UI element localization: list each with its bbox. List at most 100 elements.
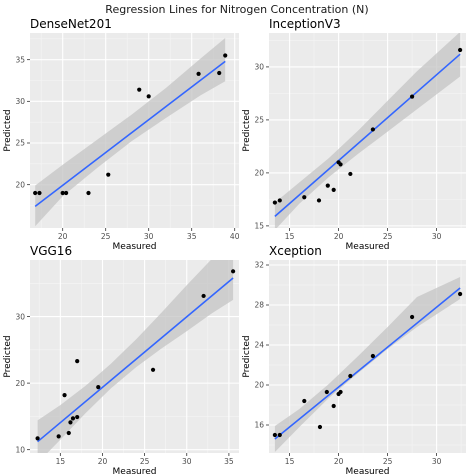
data-point bbox=[86, 190, 91, 196]
x-tick-label: 25 bbox=[383, 232, 393, 241]
x-tick-label: 30 bbox=[432, 457, 442, 466]
data-point bbox=[75, 414, 80, 420]
data-point bbox=[277, 432, 282, 438]
x-tick-label: 25 bbox=[383, 457, 393, 466]
y-tick-label: 25 bbox=[254, 116, 264, 125]
y-tick-label: 28 bbox=[254, 301, 264, 310]
data-point bbox=[370, 127, 375, 132]
data-point bbox=[137, 87, 142, 92]
x-tick-label: 25 bbox=[140, 457, 150, 466]
figure-title: Regression Lines for Nitrogen Concentrat… bbox=[105, 3, 368, 16]
x-tick-label: 25 bbox=[101, 232, 111, 241]
data-point bbox=[338, 389, 343, 395]
x-axis-label: Measured bbox=[346, 242, 390, 252]
data-point bbox=[33, 190, 38, 196]
regression-line bbox=[37, 277, 234, 443]
plot-area bbox=[30, 33, 239, 228]
regression-line bbox=[34, 60, 226, 207]
data-point bbox=[272, 432, 277, 438]
data-point bbox=[68, 420, 73, 425]
data-point bbox=[106, 172, 111, 177]
x-tick-label: 35 bbox=[187, 232, 197, 241]
data-point bbox=[70, 416, 76, 421]
data-point bbox=[35, 436, 40, 441]
panel-vgg16: VGG16 15 20 25 30 35 10 20 30 Measured Predicted bbox=[3, 244, 239, 474]
data-point bbox=[146, 94, 151, 99]
regression-line bbox=[274, 287, 461, 440]
x-axis-label: Measured bbox=[346, 467, 390, 474]
y-tick-label: 15 bbox=[254, 222, 264, 231]
x-tick-label: 40 bbox=[230, 232, 240, 241]
data-point bbox=[331, 187, 336, 192]
y-tick-label: 30 bbox=[15, 312, 25, 321]
y-tick-label: 30 bbox=[15, 97, 25, 106]
data-point bbox=[62, 393, 67, 398]
y-tick-label: 24 bbox=[254, 341, 264, 350]
plot-area bbox=[269, 260, 466, 453]
data-point bbox=[56, 434, 61, 439]
panel-title: VGG16 bbox=[30, 244, 72, 258]
data-point bbox=[96, 385, 101, 390]
x-axis-label: Measured bbox=[113, 467, 157, 474]
data-point bbox=[75, 359, 80, 364]
y-tick-label: 30 bbox=[254, 63, 264, 72]
x-tick-label: 20 bbox=[334, 232, 344, 241]
data-point bbox=[348, 373, 353, 379]
data-point bbox=[302, 195, 307, 200]
data-point bbox=[64, 190, 69, 196]
x-tick-label: 35 bbox=[224, 457, 234, 466]
x-tick-label: 15 bbox=[56, 457, 66, 466]
x-tick-label: 20 bbox=[334, 457, 344, 466]
x-tick-label: 20 bbox=[98, 457, 108, 466]
y-tick-label: 20 bbox=[15, 180, 25, 189]
data-point bbox=[302, 398, 307, 404]
x-tick-label: 30 bbox=[432, 232, 442, 241]
y-tick-label: 20 bbox=[254, 169, 264, 178]
data-point bbox=[324, 389, 329, 395]
y-tick-label: 32 bbox=[254, 261, 264, 270]
data-point bbox=[331, 403, 336, 409]
regression-line bbox=[274, 53, 461, 217]
x-tick-label: 20 bbox=[58, 232, 68, 241]
data-point bbox=[338, 162, 343, 167]
panel-title: Xception bbox=[269, 244, 322, 258]
y-tick-label: 25 bbox=[15, 139, 25, 148]
data-point bbox=[66, 430, 71, 436]
x-tick-label: 15 bbox=[285, 232, 295, 241]
x-axis-label: Measured bbox=[113, 242, 157, 252]
y-axis-label: Predicted bbox=[3, 335, 13, 377]
data-point bbox=[409, 94, 415, 99]
data-point bbox=[409, 314, 415, 320]
data-point bbox=[201, 293, 206, 299]
confidence-band bbox=[35, 38, 226, 227]
x-tick-label: 30 bbox=[144, 232, 154, 241]
data-point bbox=[196, 71, 201, 76]
data-point bbox=[370, 353, 375, 359]
data-point bbox=[458, 291, 463, 297]
y-tick-label: 20 bbox=[15, 379, 25, 388]
data-point bbox=[325, 183, 330, 188]
y-tick-label: 10 bbox=[15, 445, 25, 454]
data-point bbox=[458, 47, 463, 53]
y-tick-label: 16 bbox=[254, 421, 264, 430]
data-point bbox=[223, 53, 228, 58]
data-point bbox=[317, 424, 323, 430]
data-point bbox=[348, 171, 353, 177]
data-point bbox=[316, 198, 322, 203]
x-tick-label: 15 bbox=[285, 457, 295, 466]
confidence-band bbox=[37, 260, 234, 453]
data-point bbox=[37, 190, 42, 196]
y-tick-label: 20 bbox=[254, 381, 264, 390]
panel-xception: Xception 15 20 25 30 16 20 24 28 32 Measured Predic… bbox=[242, 244, 466, 474]
plot-area bbox=[30, 260, 239, 453]
data-point bbox=[277, 198, 282, 203]
panel-densenet201: DenseNet201 20 25 30 35 40 20 25 30 35 Measured Pre… bbox=[3, 17, 240, 252]
confidence-band bbox=[274, 33, 461, 228]
panel-inceptionv3: InceptionV3 15 20 25 30 15 20 25 30 Measured Predi… bbox=[242, 17, 466, 252]
y-axis-label: Predicted bbox=[3, 109, 13, 151]
data-point bbox=[272, 200, 277, 205]
y-axis-label: Predicted bbox=[242, 109, 252, 151]
panel-title: DenseNet201 bbox=[30, 17, 112, 31]
data-point bbox=[231, 269, 236, 274]
